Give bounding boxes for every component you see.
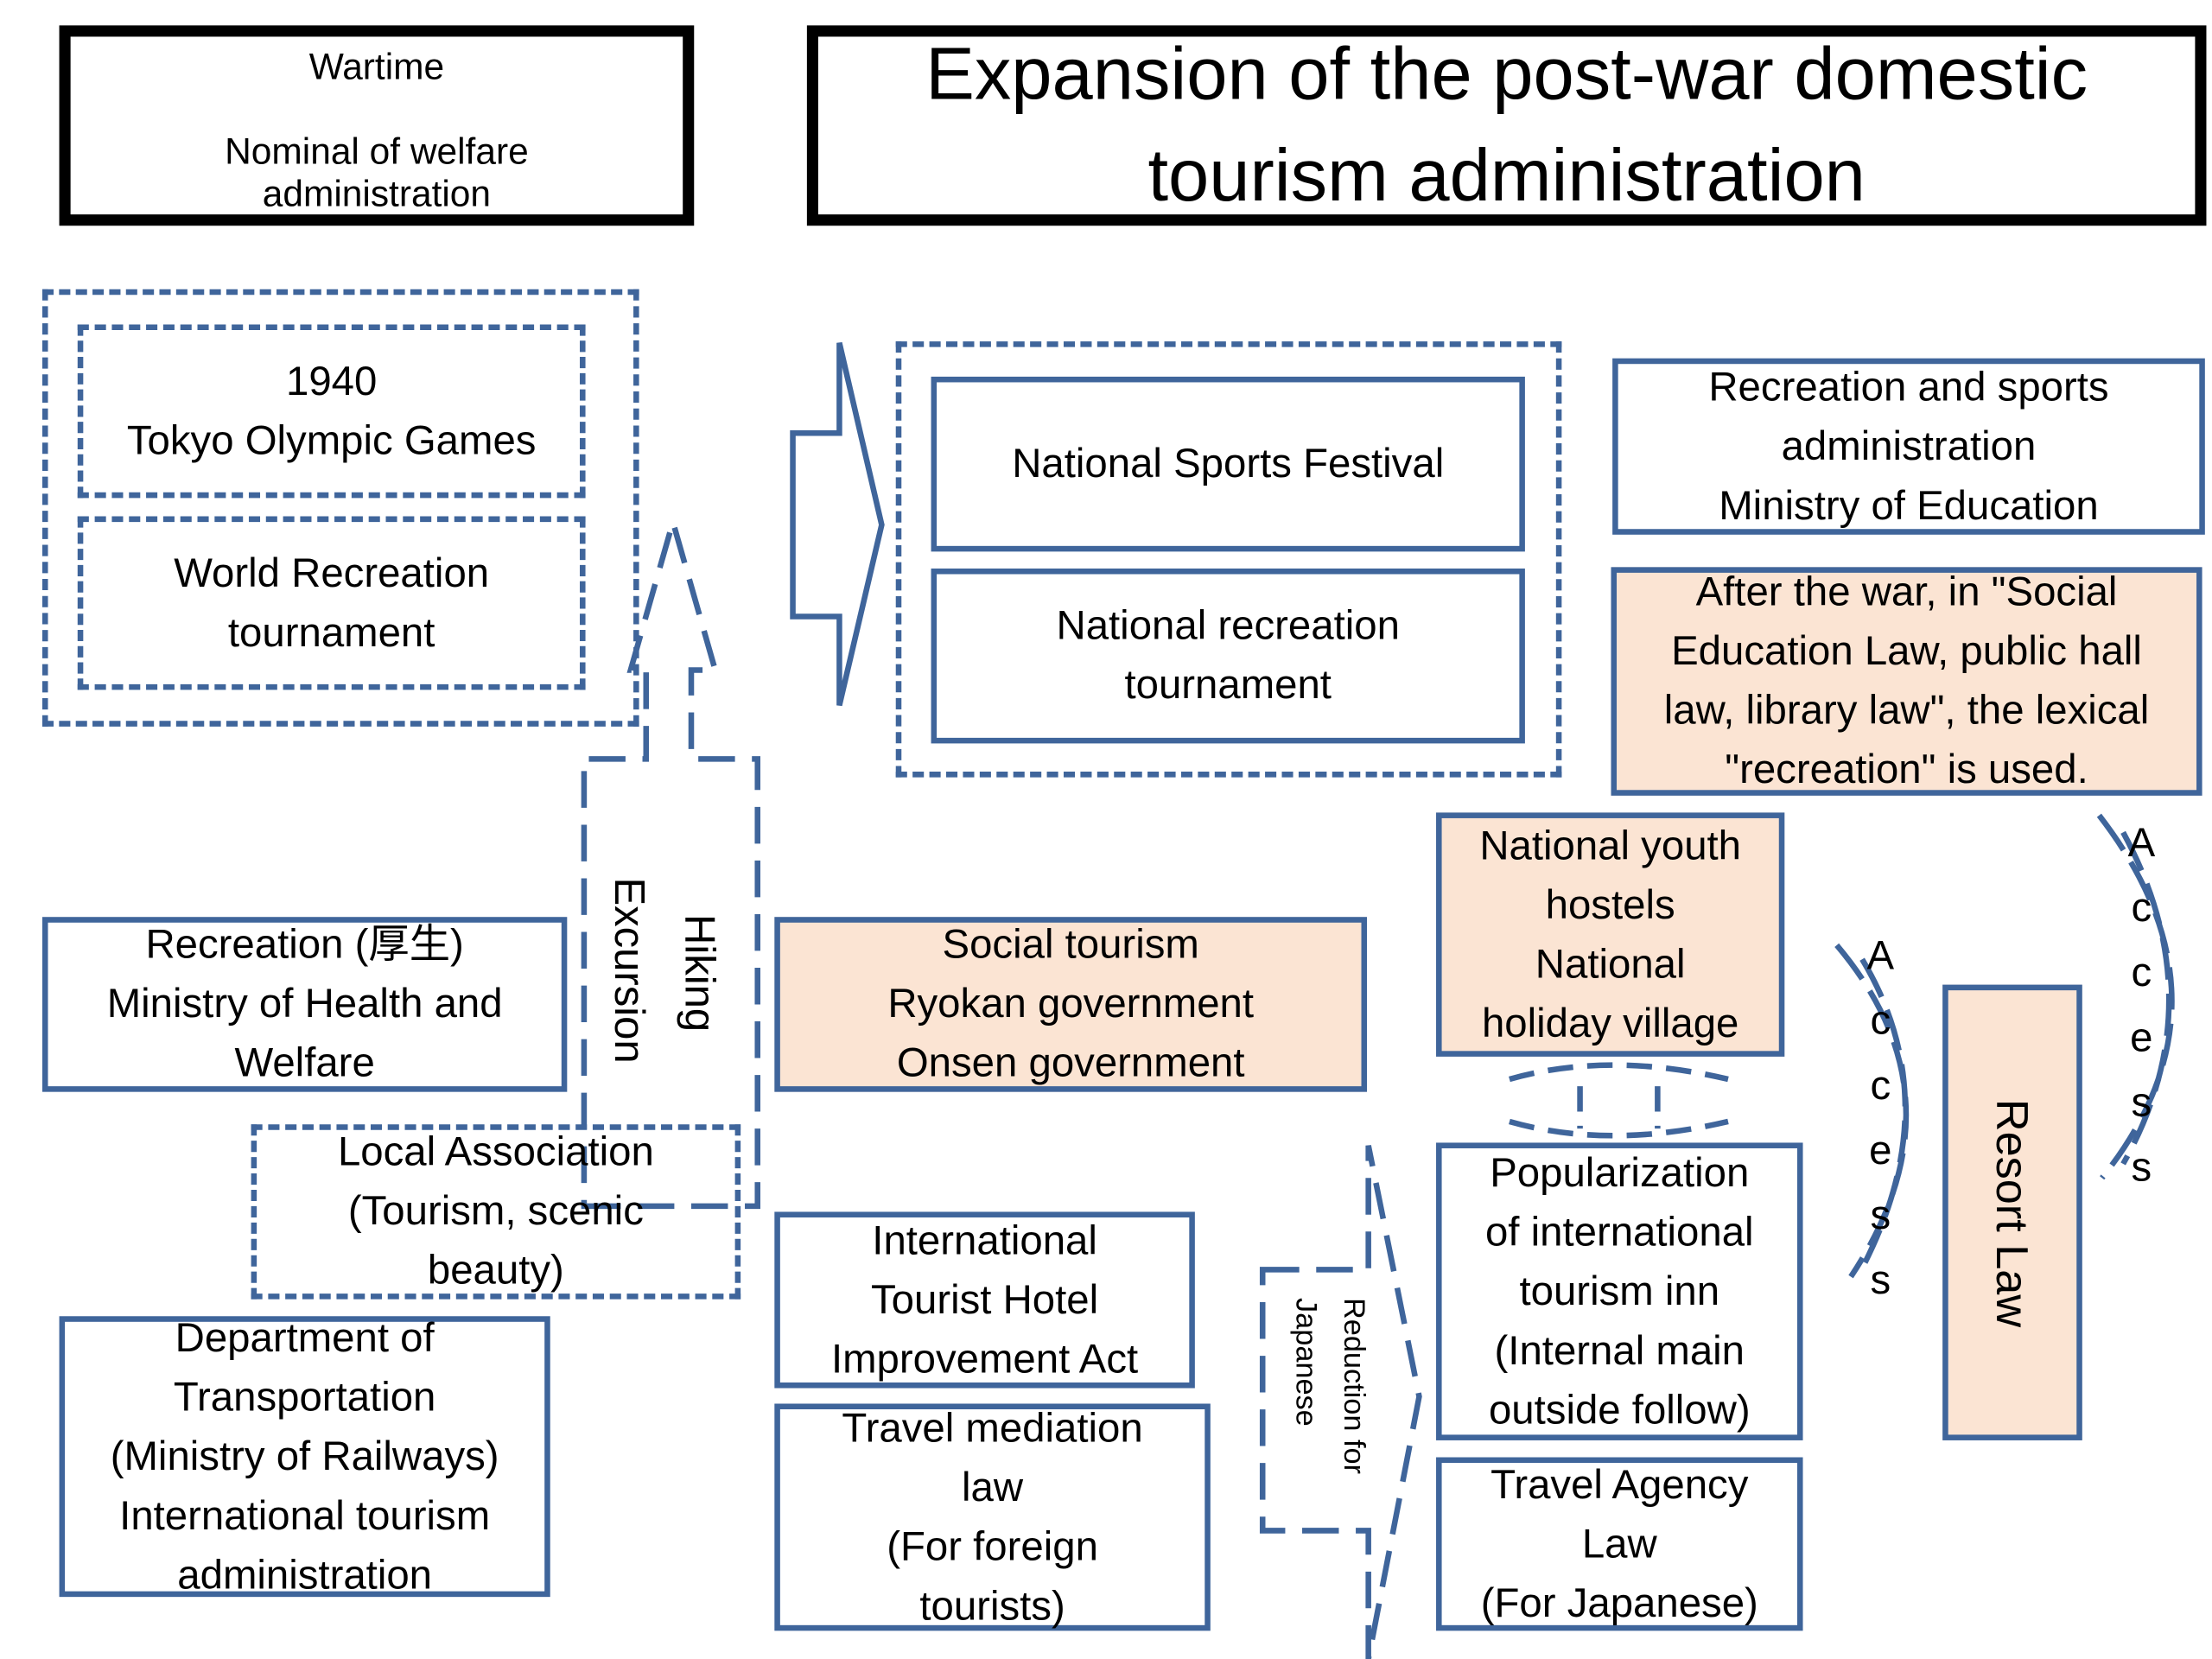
bidirectional-arrows (1509, 1062, 1729, 1139)
travel-mediation-box: Travel mediation law (For foreign touris… (774, 1403, 1211, 1631)
world-recreation-box: World Recreation tournament (77, 516, 586, 690)
resort-law-label: Resort Law (1986, 1098, 2038, 1327)
popularization-box: Popularization of international tourism … (1436, 1142, 1803, 1440)
access-arrow-outer-2 (2120, 830, 2172, 1166)
resort-law-box: Resort Law (1942, 984, 2082, 1440)
social-tourism-box: Social tourism Ryokan government Onsen g… (774, 917, 1368, 1092)
postwar-group (895, 341, 1562, 778)
prewar-group (41, 289, 639, 727)
after-war-box: After the war, in "Social Education Law,… (1611, 567, 2202, 796)
olympics-box: 1940 Tokyo Olympic Games (77, 324, 586, 499)
page-title: Expansion of the post-war domestic touri… (806, 25, 2207, 226)
transportation-box: Department of Transportation (Ministry o… (59, 1315, 550, 1598)
wartime-box: Wartime Nominal of welfare administratio… (59, 25, 695, 226)
up-arrow-hiking (581, 512, 760, 1210)
recreation-sports-admin-box: Recreation and sports administration Min… (1612, 358, 2205, 535)
hiking-label: Hiking (676, 913, 722, 1033)
local-association-box: Local Association (Tourism, scenic beaut… (251, 1124, 741, 1300)
hotel-act-box: International Tourist Hotel Improvement … (774, 1211, 1195, 1389)
excursion-label: Excursion (605, 877, 652, 1064)
recreation-tournament-box: National recreation tournament (931, 568, 1525, 744)
access-label-outer: A c c e s s (2127, 821, 2156, 1191)
sports-festival-box: National Sports Festival (931, 376, 1525, 552)
youth-hostels-box: National youth hostels National holiday … (1436, 812, 1785, 1057)
reduction-arrow (1259, 1145, 1422, 1659)
reduction-label: Reduction for Japanese (1289, 1298, 1370, 1474)
recreation-health-box: Recreation (厚生) Ministry of Health and W… (41, 917, 568, 1092)
right-arrow (790, 341, 885, 707)
travel-agency-box: Travel Agency Law (For Japanese) (1436, 1457, 1803, 1631)
access-label-inner: A c c e s s (1866, 933, 1895, 1304)
access-arrow-inner-2 (1859, 957, 1909, 1264)
